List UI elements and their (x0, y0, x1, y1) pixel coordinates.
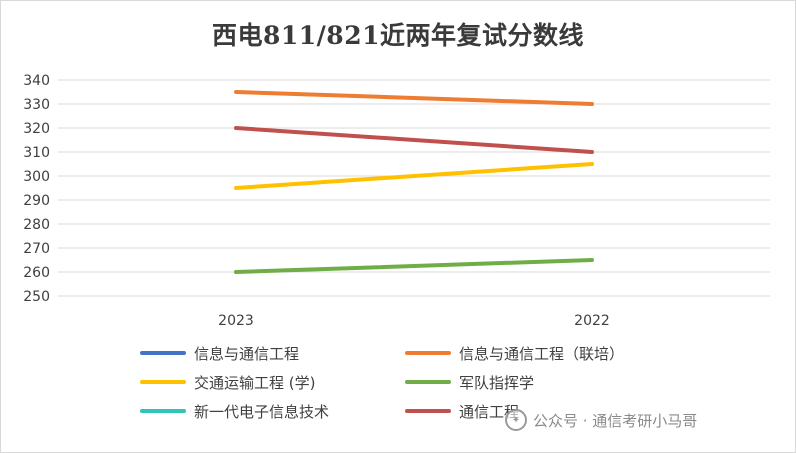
legend-label: 通信工程 (459, 402, 520, 421)
legend-item: 军队指挥学 (405, 371, 534, 393)
legend-label: 信息与通信工程（联培） (459, 344, 625, 363)
y-tick-label: 310 (23, 145, 50, 161)
chart-title: 西电811/821近两年复试分数线 (211, 21, 584, 50)
series-line (234, 258, 594, 274)
y-tick-label: 290 (23, 193, 50, 209)
x-tick-label: 2023 (218, 313, 254, 329)
legend-item: 交通运输工程 (学) (140, 371, 315, 393)
y-tick-label: 300 (23, 169, 50, 185)
series-line (234, 126, 594, 154)
legend-item: 通信工程 (405, 400, 519, 422)
legend-swatch (140, 351, 186, 355)
y-tick-label: 250 (23, 289, 50, 305)
watermark-text: 公众号 · 通信考研小马哥 (533, 411, 698, 430)
legend-item: 信息与通信工程（联培） (405, 342, 624, 364)
y-tick-label: 270 (23, 241, 50, 257)
legend-label: 交通运输工程 (学) (194, 373, 316, 392)
legend-swatch (140, 409, 186, 413)
wechat-icon: ✦ (505, 409, 527, 431)
y-tick-label: 280 (23, 217, 50, 233)
series-line (234, 90, 594, 106)
y-tick-label: 260 (23, 265, 50, 281)
y-tick-label: 330 (23, 97, 50, 113)
legend-label: 新一代电子信息技术 (194, 402, 330, 421)
legend-swatch (140, 380, 186, 384)
legend-label: 军队指挥学 (459, 373, 535, 392)
y-tick-label: 340 (23, 73, 50, 89)
legend-label: 信息与通信工程 (194, 344, 300, 363)
legend-swatch (405, 380, 451, 384)
legend-swatch (405, 351, 451, 355)
y-tick-label: 320 (23, 121, 50, 137)
watermark: ✦ 公众号 · 通信考研小马哥 (505, 409, 697, 431)
legend-swatch (405, 409, 451, 413)
x-tick-label: 2022 (574, 313, 610, 329)
legend-item: 新一代电子信息技术 (140, 400, 329, 422)
series-line (234, 162, 594, 190)
legend-item: 信息与通信工程 (140, 342, 299, 364)
